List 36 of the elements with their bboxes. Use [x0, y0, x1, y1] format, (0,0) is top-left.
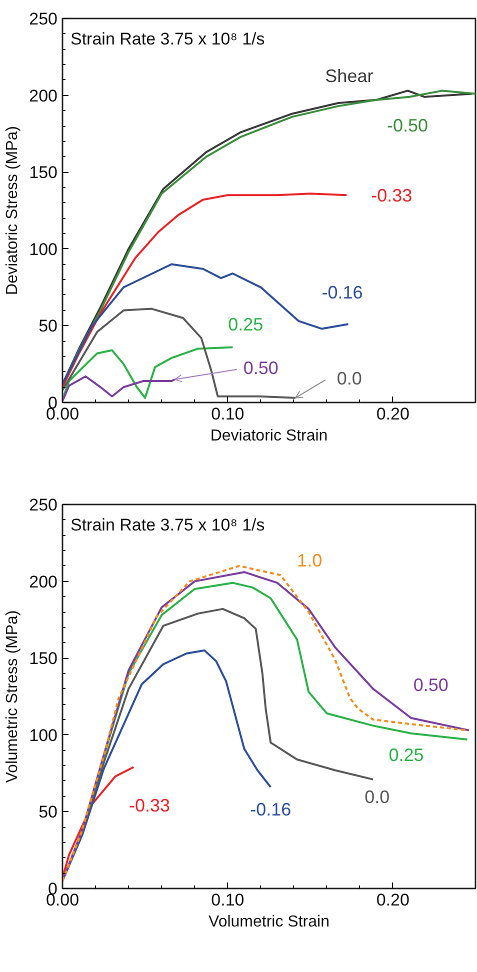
y-tick-label: 200 [29, 572, 58, 592]
y-tick-label: 150 [29, 649, 58, 668]
y-tick-label: 100 [29, 726, 58, 745]
y-axis-title: Volumetric Stress (MPa) [4, 610, 22, 783]
text: Strain Rate 3.75 x 10⁸ 1/s [70, 30, 265, 48]
text: 0.0 [336, 368, 362, 388]
x-axis-title: Deviatoric Strain [210, 428, 328, 444]
series-label: 0.25 [228, 314, 264, 335]
y-tick-label: 250 [29, 496, 58, 514]
series-label: -0.33 [129, 796, 170, 816]
series-label: 0.25 [388, 745, 424, 766]
line-series [62, 375, 176, 402]
y-tick-label: 50 [38, 802, 58, 822]
x-axis-title: Volumetric Strain [208, 914, 330, 930]
series-label: 0.50 [413, 674, 448, 695]
x-tick-label: 0.20 [376, 404, 410, 424]
series-label: -0.33 [371, 186, 412, 206]
series-label: -0.16 [250, 800, 292, 820]
line-series [62, 308, 296, 399]
line-series [62, 346, 234, 400]
series-label: 0.0 [364, 786, 390, 807]
y-tick-label: 50 [38, 316, 58, 336]
y-tick-label: 100 [29, 240, 58, 259]
y-tick-label: 200 [29, 86, 58, 106]
x-tick-label: 0.20 [376, 890, 410, 910]
series-label: 1.0 [297, 550, 322, 571]
series-label: -0.16 [322, 282, 363, 303]
y-tick-label: 150 [29, 163, 58, 182]
text: 0.50 [243, 358, 278, 378]
y-tick-label: 250 [29, 10, 58, 28]
text: Strain Rate 3.75 x 10⁸ 1/s [70, 516, 265, 534]
x-tick-label: 0.10 [211, 890, 244, 910]
series-label: -0.50 [386, 115, 428, 136]
x-tick-label: 0.10 [211, 404, 244, 424]
y-axis-title: Deviatoric Stress (MPa) [4, 126, 22, 295]
series-label: Shear [325, 66, 374, 86]
